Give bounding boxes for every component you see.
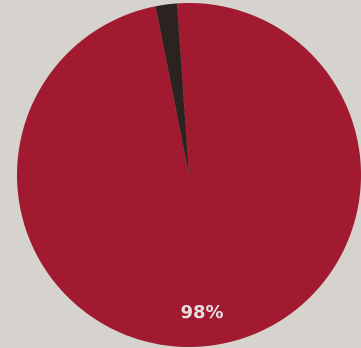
pie-labels: 98% bbox=[180, 302, 223, 323]
pie-slice-0 bbox=[17, 3, 361, 347]
pie-slice-1 bbox=[155, 3, 189, 176]
pie-slices bbox=[17, 3, 361, 347]
pie-slice-label-0: 98% bbox=[180, 302, 223, 323]
